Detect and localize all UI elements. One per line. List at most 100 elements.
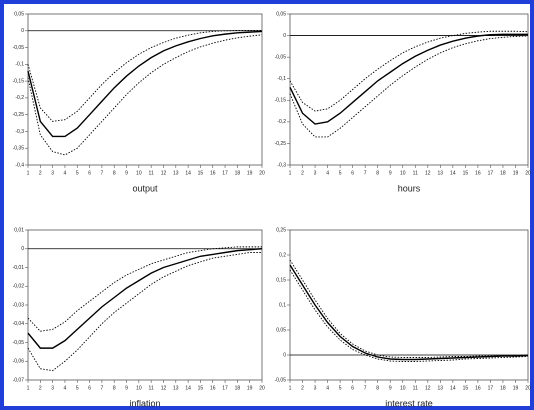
y-tick-label: -0,02	[13, 284, 25, 290]
y-tick-label: 0,05	[276, 327, 286, 333]
x-tick-label: 11	[413, 170, 418, 176]
x-tick-label: 8	[376, 170, 379, 176]
y-tick-label: -0,3	[277, 162, 286, 168]
y-tick-label: 0,05	[276, 11, 286, 17]
x-tick-label: 9	[389, 170, 392, 176]
band-line	[27, 252, 262, 372]
x-tick-label: 8	[113, 170, 116, 176]
x-axis-label: interest rate	[385, 398, 433, 408]
y-tick-label: -0,15	[13, 78, 25, 84]
y-tick-label: -0,05	[13, 45, 25, 51]
y-tick-label: 0,15	[276, 277, 286, 283]
y-tick-label: -0,05	[13, 340, 25, 346]
x-tick-label: 2	[39, 170, 42, 176]
x-tick-label: 17	[488, 170, 494, 176]
x-tick-label: 15	[463, 170, 469, 176]
x-tick-label: 17	[222, 385, 228, 391]
x-tick-label: 2	[39, 385, 42, 391]
band-line	[27, 29, 262, 122]
y-tick-label: 0,25	[276, 227, 286, 233]
x-tick-label: 20	[525, 385, 531, 391]
y-tick-label: -0,2	[15, 95, 24, 101]
x-tick-label: 15	[463, 385, 469, 391]
band-line	[289, 30, 529, 112]
x-tick-label: 14	[450, 385, 456, 391]
x-tick-label: 10	[136, 385, 142, 391]
x-tick-label: 19	[247, 385, 253, 391]
x-tick-label: 5	[76, 170, 79, 176]
x-tick-label: 20	[259, 385, 265, 391]
y-tick-label: -0,35	[13, 146, 25, 152]
x-tick-label: 6	[351, 170, 354, 176]
x-tick-label: 5	[76, 385, 79, 391]
x-tick-label: 1	[27, 170, 30, 176]
x-tick-label: 15	[198, 385, 204, 391]
plot-area	[27, 13, 263, 166]
x-tick-label: 3	[314, 170, 317, 176]
response-line	[27, 30, 263, 138]
x-tick-label: 3	[51, 170, 54, 176]
x-tick-label: 3	[51, 385, 54, 391]
y-tick-label: -0,1	[15, 62, 24, 68]
y-tick-label: -0,06	[13, 359, 25, 365]
x-axis-label: hours	[398, 183, 421, 193]
x-tick-label: 13	[173, 170, 179, 176]
x-tick-label: 11	[149, 170, 154, 176]
x-tick-label: 12	[161, 385, 167, 391]
x-tick-label: 2	[301, 170, 304, 176]
x-tick-label: 14	[450, 170, 456, 176]
x-tick-label: 18	[235, 385, 241, 391]
band-line	[289, 259, 529, 358]
x-tick-label: 8	[376, 385, 379, 391]
x-tick-label: 16	[210, 170, 216, 176]
y-tick-label: -0,07	[13, 377, 25, 383]
y-tick-label: -0,3	[15, 129, 24, 135]
x-tick-label: 18	[235, 170, 241, 176]
x-tick-label: 5	[339, 170, 342, 176]
x-tick-label: 18	[500, 170, 506, 176]
y-tick-label: -0,25	[275, 141, 287, 147]
band-line	[27, 246, 262, 332]
y-tick-label: 0	[283, 352, 286, 358]
x-tick-label: 13	[438, 385, 444, 391]
x-tick-label: 16	[475, 385, 481, 391]
x-tick-label: 12	[425, 170, 431, 176]
x-tick-label: 15	[198, 170, 204, 176]
x-tick-label: 7	[101, 170, 104, 176]
x-tick-label: 8	[113, 385, 116, 391]
x-tick-label: 7	[101, 385, 104, 391]
x-tick-label: 6	[88, 385, 91, 391]
x-tick-label: 6	[351, 385, 354, 391]
y-tick-label: -0,25	[13, 112, 25, 118]
x-tick-label: 7	[364, 385, 367, 391]
y-tick-label: 0	[283, 33, 286, 39]
x-tick-label: 4	[326, 385, 329, 391]
x-tick-label: 13	[173, 385, 179, 391]
y-tick-label: -0,03	[13, 302, 25, 308]
y-tick-label: -0,15	[275, 98, 287, 104]
x-tick-label: 1	[289, 385, 292, 391]
y-tick-label: 0	[21, 28, 24, 34]
band-line	[27, 34, 263, 156]
band-line	[289, 269, 529, 362]
x-tick-label: 19	[513, 385, 519, 391]
x-tick-label: 16	[475, 170, 481, 176]
x-tick-label: 9	[125, 385, 128, 391]
x-tick-label: 10	[400, 385, 406, 391]
x-tick-label: 1	[289, 170, 292, 176]
x-tick-label: 12	[161, 170, 167, 176]
x-tick-label: 11	[149, 385, 154, 391]
x-tick-label: 19	[513, 170, 519, 176]
response-line	[27, 248, 263, 349]
x-tick-label: 4	[64, 385, 67, 391]
x-tick-label: 16	[210, 385, 216, 391]
x-tick-label: 14	[185, 170, 191, 176]
x-tick-label: 14	[185, 385, 191, 391]
y-tick-label: -0,05	[275, 377, 287, 383]
x-tick-label: 2	[301, 385, 304, 391]
x-tick-label: 17	[488, 385, 494, 391]
response-line	[289, 264, 529, 361]
x-tick-label: 9	[389, 385, 392, 391]
